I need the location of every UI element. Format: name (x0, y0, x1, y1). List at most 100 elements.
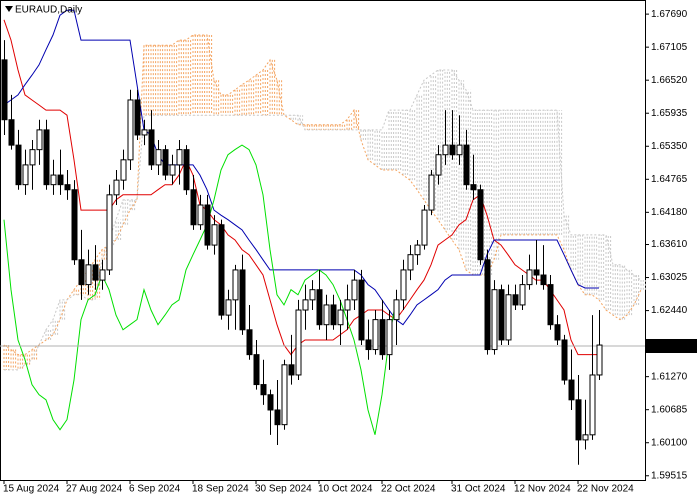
x-tick-label: 15 Aug 2024 (3, 484, 60, 495)
candle-body (120, 159, 127, 181)
candle-body (246, 329, 253, 356)
candle-body (561, 339, 568, 381)
candle-body (372, 319, 379, 351)
candle-body (148, 129, 155, 166)
candle-body (316, 289, 323, 326)
last-price-label: 1.61813 (651, 341, 688, 352)
y-tick-label: 1.62440 (651, 305, 688, 316)
y-tick-label: 1.59515 (651, 470, 688, 481)
candle-body (288, 364, 295, 376)
candle-body (274, 409, 281, 426)
candle-body (414, 244, 421, 256)
x-tick-label: 6 Sep 2024 (129, 484, 181, 495)
candle-body (50, 174, 57, 186)
candle-body (365, 339, 372, 351)
candle-body (281, 364, 288, 426)
candle-body (463, 144, 470, 186)
y-tick-label: 1.60100 (651, 437, 688, 448)
y-tick-label: 1.67690 (651, 9, 688, 20)
y-tick-label: 1.60685 (651, 404, 688, 415)
candle-body (218, 224, 225, 316)
candle-body (505, 294, 512, 341)
title-marker (5, 6, 13, 12)
last-price-box (645, 338, 697, 353)
indicator-line (3, 144, 397, 435)
candle-body (176, 149, 183, 166)
candle-body (554, 324, 561, 341)
candle-body (393, 299, 400, 321)
candle-body (169, 164, 176, 176)
candle-body (267, 394, 274, 411)
x-tick-label: 22 Nov 2024 (577, 484, 634, 495)
candle-body (330, 304, 337, 326)
candle-body (64, 184, 71, 191)
candle-body (323, 304, 330, 326)
candle-body (491, 289, 498, 351)
candle-body (435, 154, 442, 176)
candle-body (526, 269, 533, 286)
candle-body (379, 319, 386, 356)
y-tick-label: 1.63025 (651, 272, 688, 283)
candle-body (386, 319, 393, 356)
candle-body (309, 289, 316, 301)
candle-body (295, 309, 302, 376)
y-tick-label: 1.63610 (651, 239, 688, 250)
candle-body (43, 129, 50, 186)
candle-body (92, 264, 99, 281)
candle-body (71, 189, 78, 261)
candle-body (113, 179, 120, 196)
candle-body (596, 344, 603, 376)
candle-body (106, 194, 113, 271)
candle-body (358, 279, 365, 341)
candle-body (204, 204, 211, 246)
candle-body (428, 174, 435, 211)
candle-body (239, 269, 246, 331)
candle-body (421, 209, 428, 246)
candle-body (407, 254, 414, 271)
candle-body (29, 149, 36, 166)
candle-body (78, 259, 85, 286)
candle-body (253, 354, 260, 386)
y-tick-label: 1.61270 (651, 371, 688, 382)
candle-body (456, 144, 463, 156)
candle-body (141, 129, 148, 136)
candle-body (57, 174, 64, 186)
candle-body (225, 299, 232, 316)
candle-body (498, 289, 505, 341)
candle-body (533, 269, 540, 276)
candle-body (575, 399, 582, 441)
y-tick-label: 1.65350 (651, 141, 688, 152)
candle-body (547, 284, 554, 326)
candle-body (162, 149, 169, 176)
x-tick-label: 22 Oct 2024 (381, 484, 436, 495)
candle-body (351, 279, 358, 301)
candle-body (190, 189, 197, 226)
x-tick-label: 31 Oct 2024 (451, 484, 506, 495)
candle-body (134, 99, 141, 136)
candle-body (183, 149, 190, 191)
candle-body (512, 294, 519, 306)
candle-body (442, 144, 449, 156)
candle-body (1, 59, 8, 121)
candle-body (36, 129, 43, 151)
candle-body (400, 269, 407, 301)
x-tick-label: 27 Aug 2024 (66, 484, 123, 495)
candle-body (302, 299, 309, 311)
candle-body (127, 99, 134, 161)
y-tick-label: 1.65935 (651, 108, 688, 119)
candle-body (232, 269, 239, 301)
plot-area (0, 9, 647, 465)
x-tick-label: 30 Sep 2024 (255, 484, 312, 495)
candle-body (8, 119, 15, 146)
candle-body (589, 374, 596, 436)
candle-body (582, 434, 589, 441)
candle-body (344, 299, 351, 311)
candle-body (449, 144, 456, 156)
y-tick-label: 1.64180 (651, 207, 688, 218)
candle-body (337, 309, 344, 326)
y-tick-label: 1.66520 (651, 75, 688, 86)
candle-body (519, 284, 526, 306)
chart-title: EURAUD,Daily (15, 5, 82, 16)
